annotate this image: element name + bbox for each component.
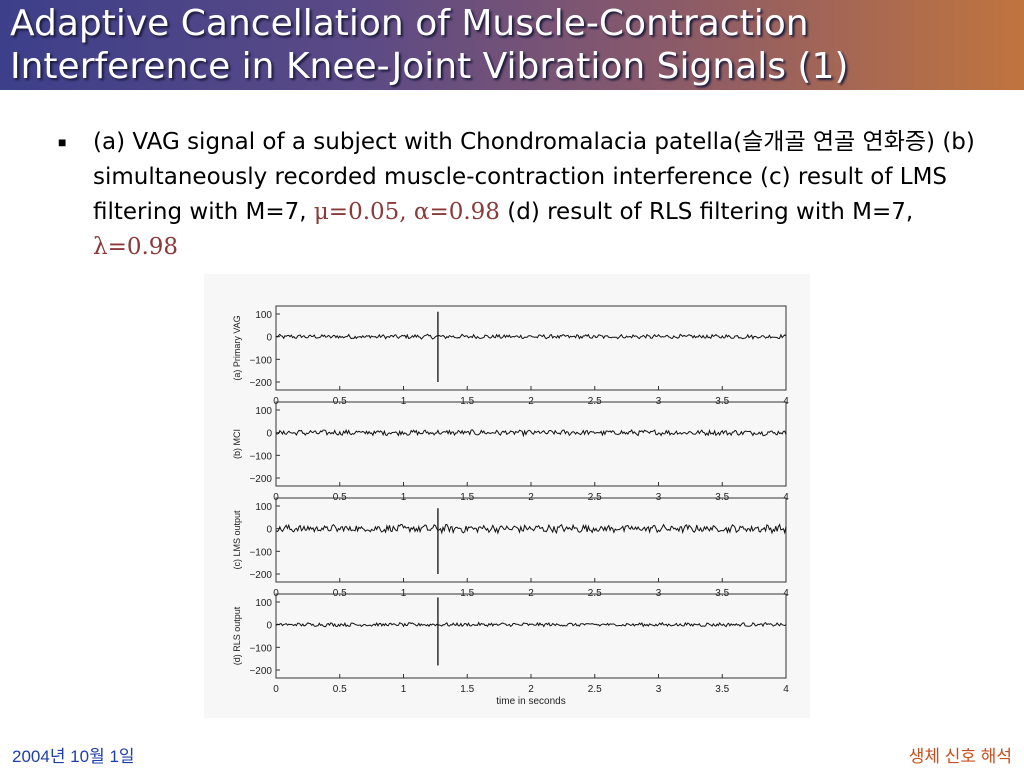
signal-trace-4 xyxy=(275,621,787,628)
title-bar: Adaptive Cancellation of Muscle-Contract… xyxy=(0,0,1024,90)
y-tick-label: 0 xyxy=(266,333,272,344)
x-tick-label: 3.5 xyxy=(715,684,729,695)
y-tick-label: 100 xyxy=(255,502,272,513)
x-tick-label: 3 xyxy=(656,684,662,695)
x-tick-label: 0 xyxy=(273,684,279,695)
signal-trace-3 xyxy=(275,523,787,535)
plot-frame-2 xyxy=(275,401,787,487)
y-tick-label: −100 xyxy=(249,643,272,654)
caption-text-part-1: (a) VAG signal of a subject with Chondro… xyxy=(93,129,975,225)
y-tick-label: −200 xyxy=(249,378,272,389)
signal-figure: 100 0 −100 −200 0 0.5 1 1.5 2 2.5 3 3.5 4 (a) Primary… xyxy=(204,274,810,718)
y-tick-label: 0 xyxy=(266,429,272,440)
footer-date: 2004년 10월 1일 xyxy=(12,747,135,766)
y-tick-label: −100 xyxy=(249,451,272,462)
y-tick-label: 0 xyxy=(266,525,272,536)
caption-text-part-2: (d) result of RLS filtering with M=7, xyxy=(499,199,914,225)
title-line-2: Interference in Knee-Joint Vibration Sig… xyxy=(10,46,849,87)
y-tick-label: 0 xyxy=(266,621,272,632)
y-tick-label: 100 xyxy=(255,406,272,417)
y-axis-label: (a) Primary VAG xyxy=(232,315,242,380)
title-line-1: Adaptive Cancellation of Muscle-Contract… xyxy=(10,3,809,44)
slide-title: Adaptive Cancellation of Muscle-Contract… xyxy=(10,2,1014,88)
rls-parameter: λ=0.98 xyxy=(93,234,179,260)
plot-frame-4 xyxy=(275,593,787,679)
y-tick-label: −200 xyxy=(249,474,272,485)
x-tick-label: 2.5 xyxy=(588,684,602,695)
lms-parameters: μ=0.05, α=0.98 xyxy=(313,199,500,225)
signal-trace-2 xyxy=(275,428,787,438)
x-tick-label: 0.5 xyxy=(333,684,347,695)
y-tick-label: 100 xyxy=(255,598,272,609)
y-tick-label: 100 xyxy=(255,310,272,321)
y-axis-label: (d) RLS output xyxy=(232,606,242,665)
y-tick-label: −200 xyxy=(249,570,272,581)
plot-frame-1 xyxy=(275,305,787,391)
x-tick-label: 2 xyxy=(528,684,534,695)
y-axis-label: (c) LMS output xyxy=(232,510,242,570)
y-axis-label: (b) MCI xyxy=(232,429,242,459)
x-axis-label: time in seconds xyxy=(496,696,565,707)
x-tick-label: 1.5 xyxy=(460,684,474,695)
y-tick-label: −200 xyxy=(249,666,272,677)
x-tick-label: 1 xyxy=(401,684,407,695)
signal-trace-1 xyxy=(275,333,787,341)
footer-course: 생체 신호 해석 xyxy=(908,747,1012,766)
plot-frame-3 xyxy=(275,497,787,583)
y-tick-label: −100 xyxy=(249,547,272,558)
x-tick-label: 4 xyxy=(783,684,789,695)
bullet-square-icon: ■ xyxy=(58,134,67,150)
bullet-text: (a) VAG signal of a subject with Chondro… xyxy=(93,125,988,265)
y-tick-label: −100 xyxy=(249,355,272,366)
